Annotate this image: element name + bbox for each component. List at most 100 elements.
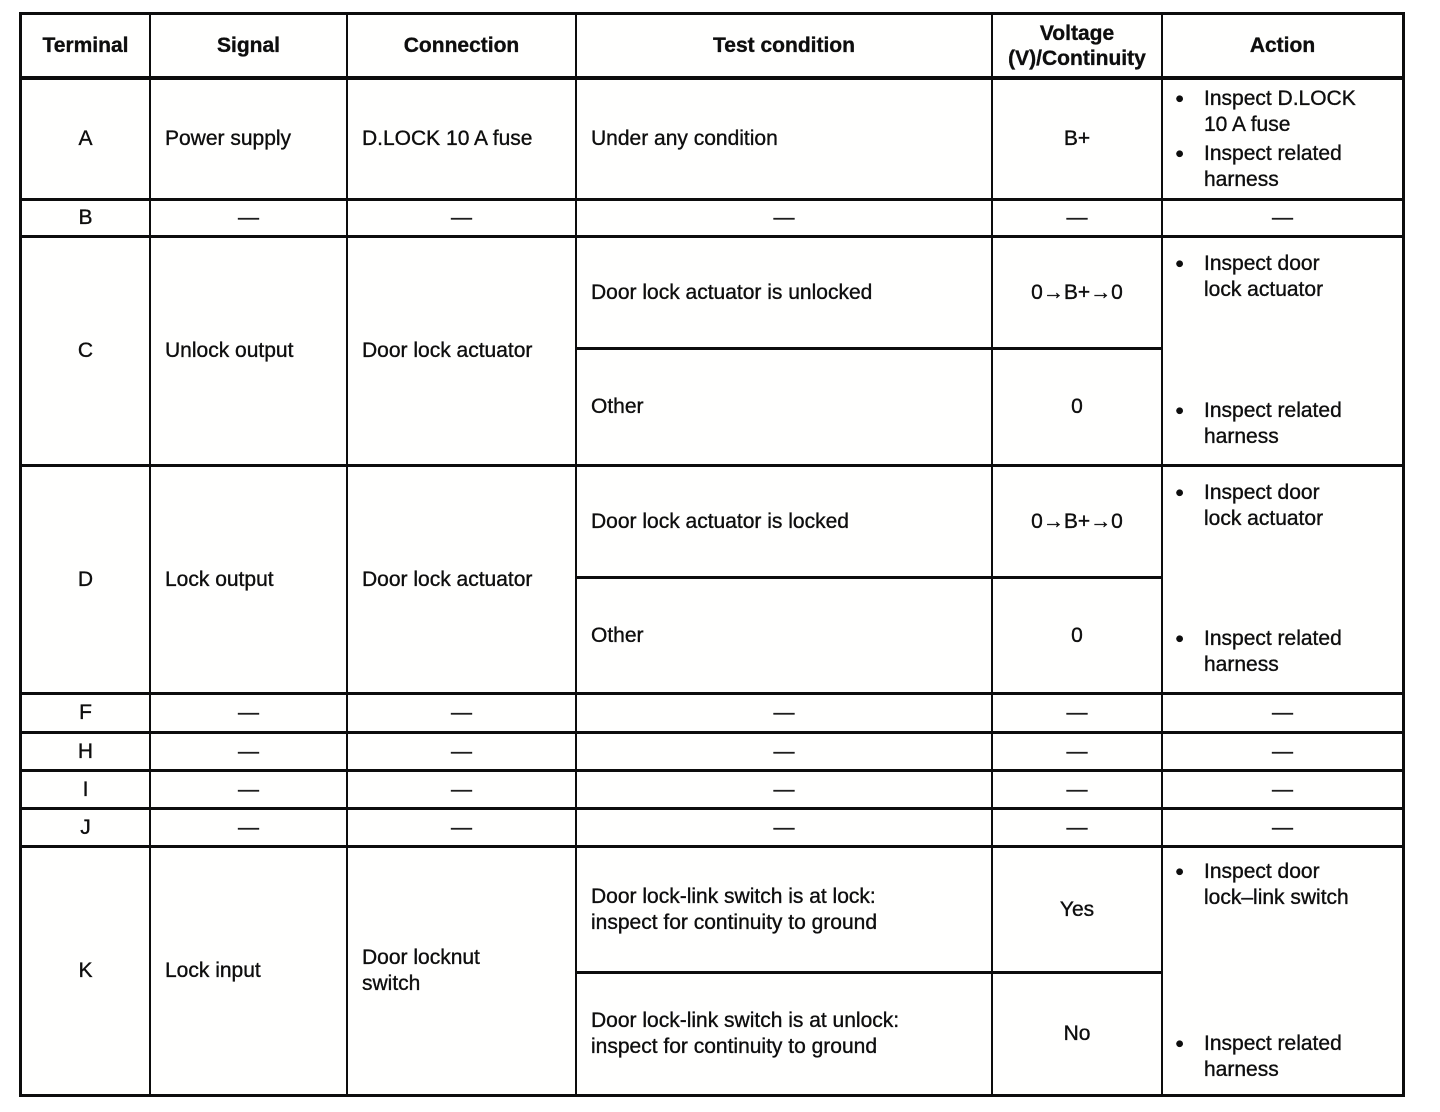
action-text: Inspect related harness [1204, 627, 1342, 676]
voltage-cell: Yes [993, 848, 1163, 971]
test-condition-cell: Door lock actuator is unlocked [577, 238, 993, 347]
header-voltage-line2: (V)/Continuity [1008, 46, 1146, 70]
terminal-cell: F [22, 695, 151, 731]
test-voltage-subtable: Door lock-link switch is at lock: inspec… [577, 848, 1163, 1094]
terminal-cell: C [22, 238, 151, 464]
action-text: Inspect related harness [1204, 399, 1342, 448]
bullet-icon: ● [1175, 630, 1185, 647]
action-item: ● Inspect door lock actuator [1175, 480, 1398, 532]
header-connection: Connection [348, 15, 577, 76]
connection-cell: — [348, 734, 577, 769]
voltage-cell: 0→B+→0 [993, 238, 1163, 347]
test-condition-cell: Other [577, 350, 993, 464]
bullet-icon: ● [1175, 255, 1185, 272]
subrow: Other 0 [577, 350, 1163, 464]
action-cell: ● Inspect D.LOCK 10 A fuse ● Inspect rel… [1163, 80, 1402, 198]
row-terminal-J: J — — — — — [22, 810, 1402, 848]
test-condition-cell: — [577, 201, 993, 235]
bullet-icon: ● [1175, 144, 1185, 162]
subrow: Door lock actuator is locked 0→B+→0 [577, 467, 1163, 579]
action-text: Inspect related harness [1204, 141, 1342, 191]
signal-cell: Lock input [151, 848, 348, 1094]
header-voltage-continuity: Voltage (V)/Continuity [993, 15, 1163, 76]
test-condition-cell: — [577, 734, 993, 769]
row-terminal-B: B — — — — — [22, 201, 1402, 238]
table-header-row: Terminal Signal Connection Test conditio… [22, 15, 1402, 80]
subrow: Door lock-link switch is at unlock: insp… [577, 974, 1163, 1094]
action-cell: ● Inspect door lock actuator ● Inspect r… [1163, 238, 1402, 464]
bullet-icon: ● [1175, 1035, 1185, 1052]
row-terminal-F: F — — — — — [22, 695, 1402, 734]
bullet-icon: ● [1175, 89, 1185, 107]
test-condition-cell: Door lock-link switch is at unlock: insp… [577, 974, 993, 1094]
row-terminal-D: D Lock output Door lock actuator Door lo… [22, 467, 1402, 695]
connection-cell: — [348, 201, 577, 235]
test-condition-cell: Door lock actuator is locked [577, 467, 993, 576]
row-terminal-C: C Unlock output Door lock actuator Door … [22, 238, 1402, 467]
action-text: Inspect door lock actuator [1204, 481, 1324, 530]
connection-cell: — [348, 810, 577, 845]
signal-cell: — [151, 772, 348, 807]
signal-cell: — [151, 734, 348, 769]
action-cell: — [1272, 815, 1293, 839]
signal-cell: Power supply [151, 80, 348, 198]
subrow: Door lock actuator is unlocked 0→B+→0 [577, 238, 1163, 350]
terminal-cell: D [22, 467, 151, 692]
test-condition-cell: — [577, 772, 993, 807]
action-item: ● Inspect related harness [1175, 141, 1398, 193]
action-text: Inspect door lock actuator [1204, 252, 1324, 301]
action-item: ● Inspect D.LOCK 10 A fuse [1175, 86, 1398, 138]
terminal-cell: B [22, 201, 151, 235]
signal-cell: — [151, 201, 348, 235]
bullet-icon: ● [1175, 402, 1185, 419]
voltage-cell: — [993, 695, 1163, 731]
connection-cell: Door lock actuator [348, 467, 577, 692]
terminal-cell: J [22, 810, 151, 845]
door-lock-terminal-table: Terminal Signal Connection Test conditio… [19, 12, 1405, 1097]
action-item: ● Inspect related harness [1175, 398, 1398, 450]
header-action: Action [1249, 33, 1316, 57]
row-terminal-H: H — — — — — [22, 734, 1402, 772]
test-voltage-subtable: Door lock actuator is unlocked 0→B+→0 Ot… [577, 238, 1163, 464]
connection-cell: Door locknut switch [348, 848, 577, 1094]
subrow: Door lock-link switch is at lock: inspec… [577, 848, 1163, 974]
connection-cell: D.LOCK 10 A fuse [348, 80, 577, 198]
connection-cell: — [348, 772, 577, 807]
signal-cell: — [151, 695, 348, 731]
row-terminal-K: K Lock input Door locknut switch Door lo… [22, 848, 1402, 1094]
test-condition-cell: Under any condition [577, 80, 993, 198]
bullet-icon: ● [1175, 863, 1185, 880]
action-item: ● Inspect door lock–link switch [1175, 859, 1398, 911]
action-text: Inspect related harness [1204, 1032, 1342, 1081]
action-cell: — [1272, 777, 1293, 801]
header-terminal: Terminal [22, 15, 151, 76]
action-item: ● Inspect door lock actuator [1175, 251, 1398, 303]
header-voltage-line1: Voltage [1039, 21, 1115, 45]
terminal-cell: K [22, 848, 151, 1094]
terminal-cell: H [22, 734, 151, 769]
terminal-cell: A [22, 80, 151, 198]
action-text: Inspect D.LOCK 10 A fuse [1204, 86, 1356, 136]
signal-cell: Unlock output [151, 238, 348, 464]
voltage-cell: 0→B+→0 [993, 467, 1163, 576]
subrow: Other 0 [577, 579, 1163, 692]
voltage-cell: 0 [993, 579, 1163, 692]
terminal-cell: I [22, 772, 151, 807]
connection-cell: Door lock actuator [348, 238, 577, 464]
signal-cell: Lock output [151, 467, 348, 692]
test-voltage-subtable: Door lock actuator is locked 0→B+→0 Othe… [577, 467, 1163, 692]
voltage-cell: — [993, 772, 1163, 807]
action-cell: — [1272, 739, 1293, 763]
voltage-cell: — [993, 734, 1163, 769]
voltage-cell: No [993, 974, 1163, 1094]
action-cell: — [1272, 701, 1293, 724]
test-condition-cell: Door lock-link switch is at lock: inspec… [577, 848, 993, 971]
action-text: Inspect door lock–link switch [1204, 860, 1349, 909]
action-cell: ● Inspect door lock actuator ● Inspect r… [1163, 467, 1402, 692]
action-cell: — [1272, 206, 1293, 229]
header-signal: Signal [151, 15, 348, 76]
action-item: ● Inspect related harness [1175, 626, 1398, 678]
bullet-icon: ● [1175, 484, 1185, 501]
row-terminal-I: I — — — — — [22, 772, 1402, 810]
